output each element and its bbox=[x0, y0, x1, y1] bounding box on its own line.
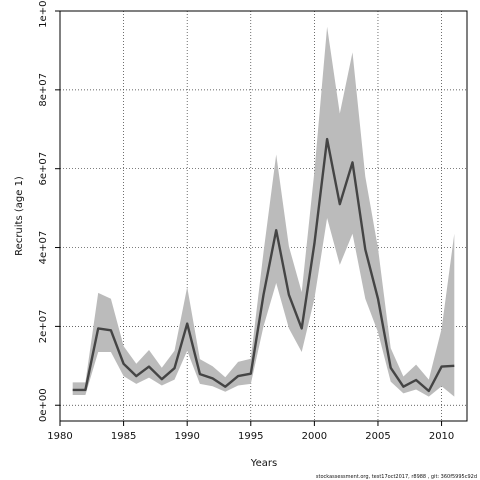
footnote: stockassessment.org, test17oct2017, r898… bbox=[316, 474, 477, 480]
x-tick-label: 1980 bbox=[47, 431, 72, 442]
x-tick-label: 2000 bbox=[302, 431, 327, 442]
x-tick-label: 2005 bbox=[365, 431, 390, 442]
y-tick-label: 6e+07 bbox=[38, 152, 49, 186]
y-tick-label: 0e+00 bbox=[38, 388, 49, 422]
series-line bbox=[72, 137, 455, 393]
x-tick-label: 1985 bbox=[111, 431, 136, 442]
x-tick-label: 1995 bbox=[238, 431, 263, 442]
y-tick-label: 2e+07 bbox=[38, 310, 49, 344]
x-axis-ticks: 1980 1985 1990 1995 2000 2005 2010 bbox=[47, 421, 454, 442]
x-tick-label: 1990 bbox=[174, 431, 199, 442]
x-axis-label: Years bbox=[250, 458, 277, 469]
y-tick-label: 4e+07 bbox=[38, 231, 49, 265]
x-tick-label: 2010 bbox=[429, 431, 454, 442]
y-axis-label: Recruits (age 1) bbox=[14, 176, 25, 256]
plot-frame bbox=[59, 10, 468, 422]
confidence-band bbox=[72, 26, 455, 397]
y-tick-label: 8e+07 bbox=[38, 73, 49, 107]
y-axis-ticks: 0e+00 2e+07 4e+07 6e+07 8e+07 1e+08 bbox=[38, 0, 60, 422]
y-tick-label: 1e+08 bbox=[38, 0, 49, 28]
